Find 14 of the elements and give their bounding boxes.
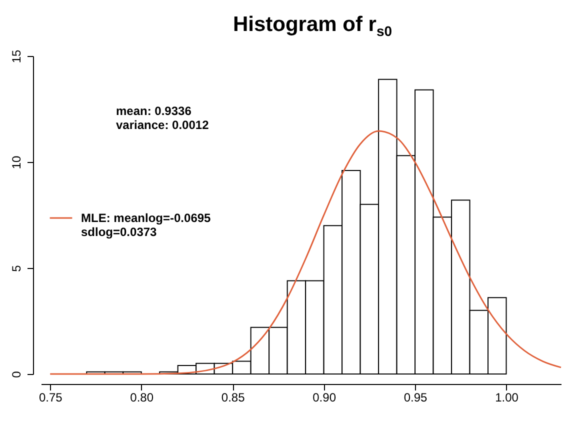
x-tick-label: 0.95 (404, 390, 428, 404)
y-tick-label: 0 (10, 370, 24, 378)
y-tick-label: 15 (10, 50, 24, 64)
x-tick-label: 0.80 (130, 390, 154, 404)
x-tick-label: 0.90 (312, 390, 336, 404)
legend-label: MLE: meanlog=-0.0695 sdlog=0.0373 (81, 211, 212, 239)
x-tick-label: 0.75 (38, 390, 63, 404)
y-tick-label: 5 (10, 264, 24, 272)
x-tick-label: 1.00 (495, 390, 519, 404)
y-tick-label: 10 (10, 156, 24, 170)
x-tick-label: 0.85 (221, 390, 246, 404)
annotation: variance: 0.0012 (116, 118, 210, 132)
annotation: mean: 0.9336 (116, 104, 192, 118)
chart-title: Histogram of r$_{s0}$ (232, 12, 394, 42)
